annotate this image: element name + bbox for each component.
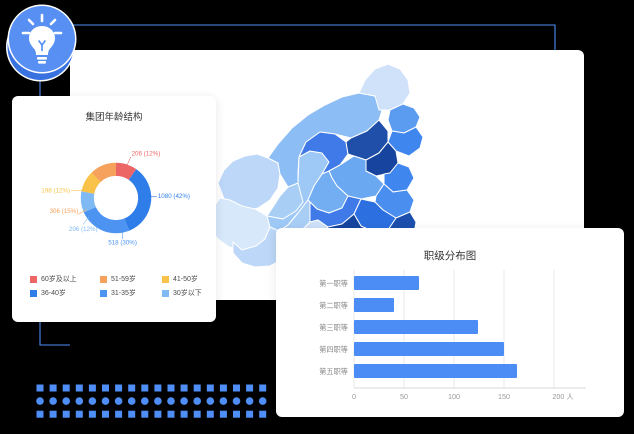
svg-text:518 (30%): 518 (30%): [108, 240, 137, 247]
svg-text:206 (12%): 206 (12%): [132, 150, 161, 157]
svg-text:206 (12%): 206 (12%): [69, 226, 98, 233]
svg-text:第三职等: 第三职等: [319, 323, 348, 332]
svg-text:第一职等: 第一职等: [319, 279, 348, 288]
svg-text:1080 (42%): 1080 (42%): [158, 193, 190, 200]
svg-text:第二职等: 第二职等: [319, 301, 348, 310]
svg-text:第四职等: 第四职等: [319, 345, 348, 354]
svg-text:150: 150: [498, 392, 510, 401]
svg-text:306 (15%): 306 (15%): [50, 208, 79, 215]
svg-text:198 (12%): 198 (12%): [41, 187, 70, 194]
svg-text:50: 50: [400, 392, 408, 401]
svg-text:第五职等: 第五职等: [319, 367, 348, 376]
svg-text:100: 100: [448, 392, 460, 401]
svg-text:200 人: 200 人: [552, 392, 573, 401]
svg-text:0: 0: [352, 392, 356, 401]
